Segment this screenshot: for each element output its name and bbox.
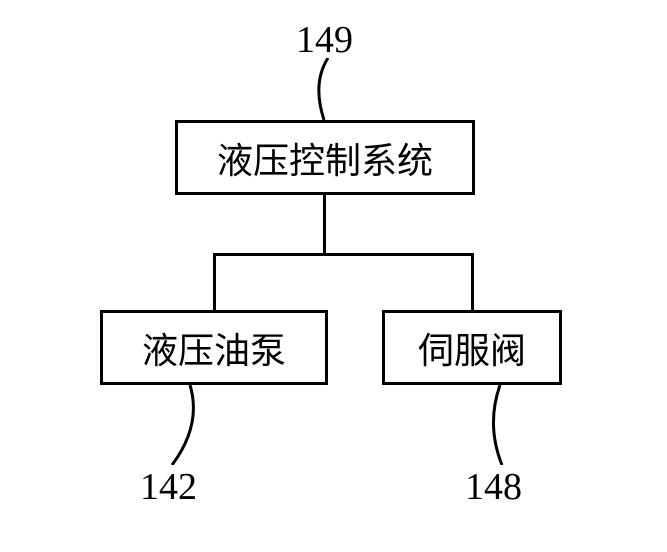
label-148: 148 <box>465 465 522 509</box>
label-148-text: 148 <box>465 466 522 508</box>
node-br-text: 伺服阀 <box>418 322 526 374</box>
connector-top-stem <box>323 195 326 255</box>
connector-right-stem <box>471 253 474 310</box>
node-hydraulic-oil-pump: 液压油泵 <box>100 310 328 385</box>
leader-line-148 <box>490 385 540 465</box>
node-servo-valve: 伺服阀 <box>382 310 562 385</box>
label-142: 142 <box>140 465 197 509</box>
node-bl-text: 液压油泵 <box>142 322 286 374</box>
connector-horizontal <box>213 253 474 256</box>
hydraulic-diagram: 149 液压控制系统 液压油泵 伺服阀 142 148 <box>0 0 667 552</box>
connector-left-stem <box>213 253 216 310</box>
node-top-text: 液压控制系统 <box>217 132 433 184</box>
label-142-text: 142 <box>140 466 197 508</box>
label-149-text: 149 <box>296 19 353 61</box>
node-hydraulic-control-system: 液压控制系统 <box>175 120 475 195</box>
leader-line-149 <box>300 58 350 120</box>
label-149: 149 <box>296 18 353 62</box>
leader-line-142 <box>170 385 220 465</box>
